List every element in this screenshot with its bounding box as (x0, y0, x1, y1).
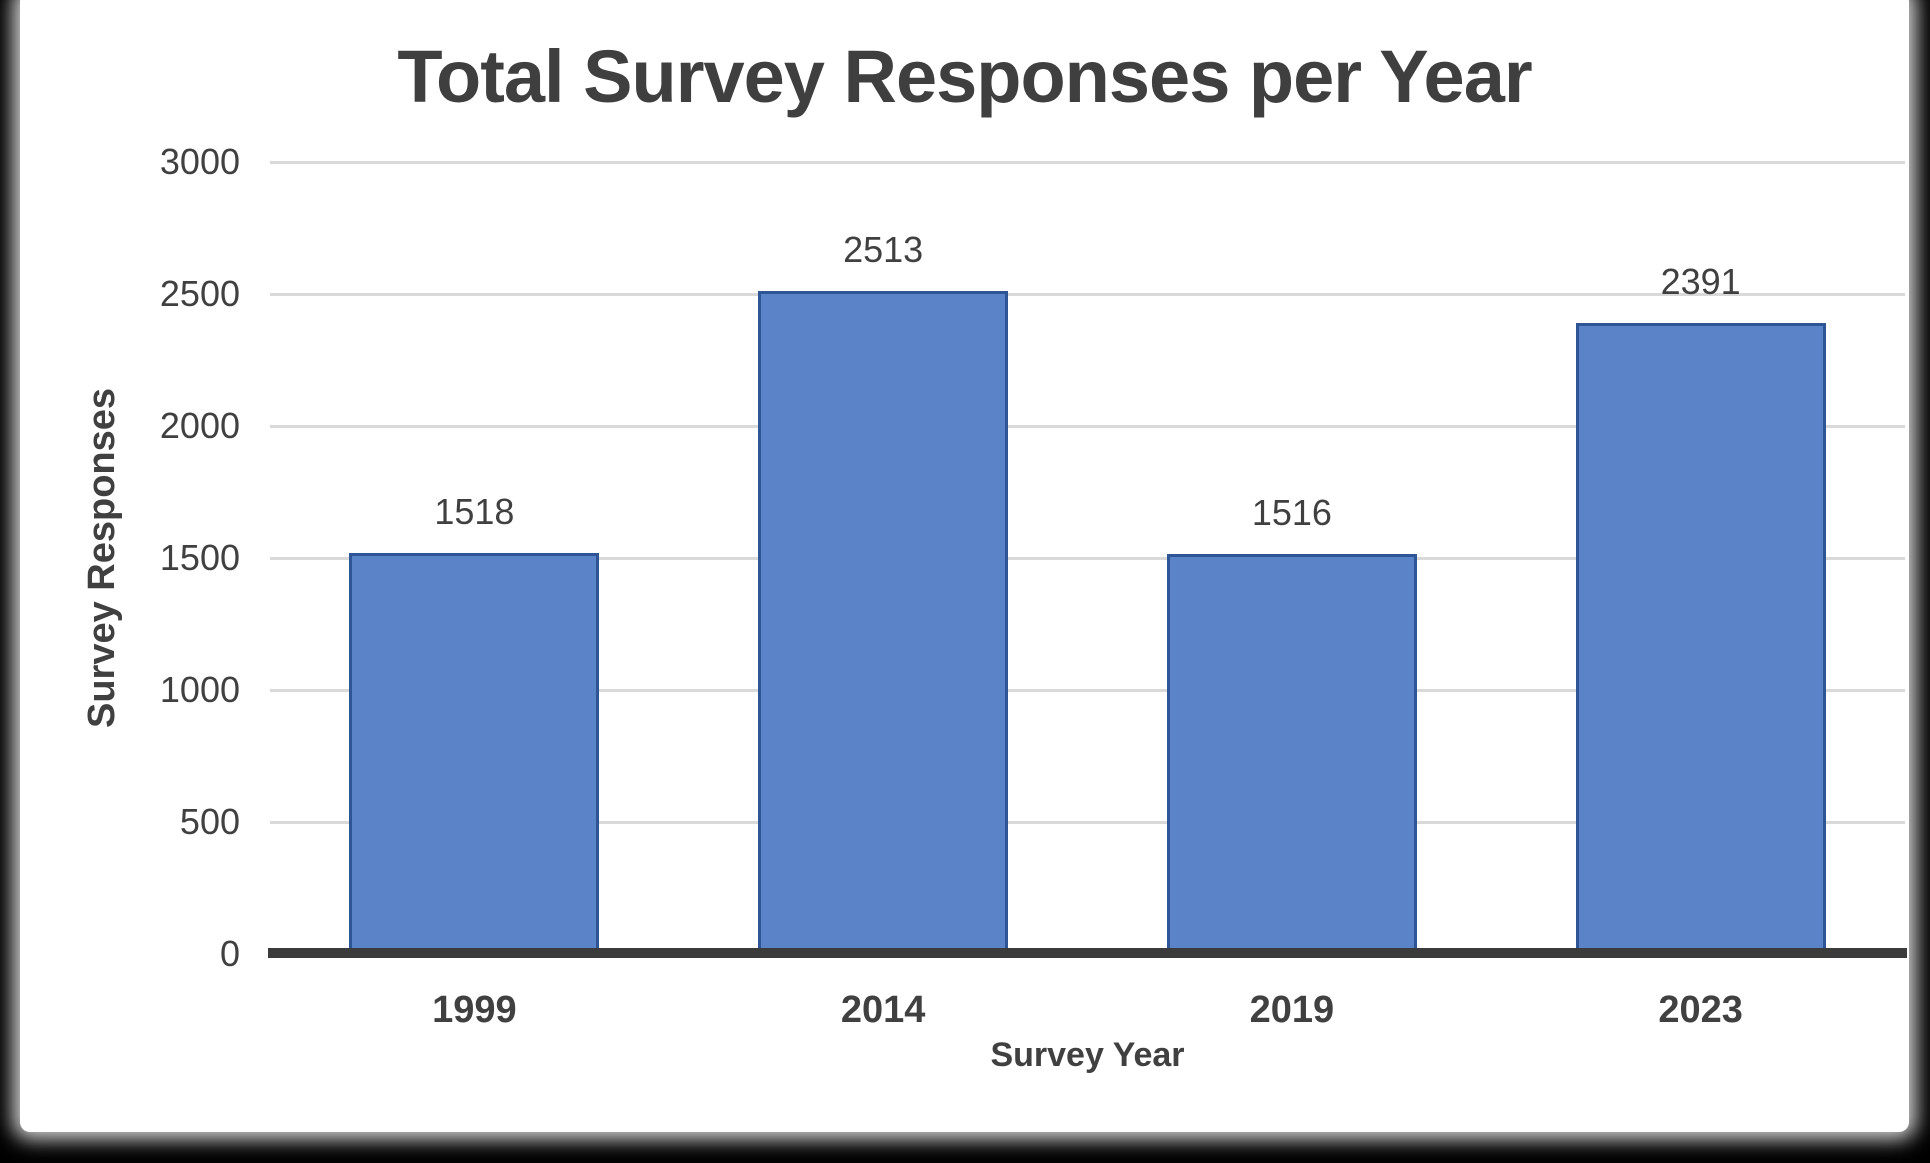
gridline (270, 161, 1905, 164)
x-tick-label: 2023 (1658, 989, 1743, 1031)
y-tick-label: 1500 (159, 537, 240, 578)
gridline (270, 557, 1905, 560)
x-axis-line (268, 948, 1907, 958)
gridline (270, 425, 1905, 428)
bar-1999 (349, 553, 600, 954)
x-axis-title: Survey Year (990, 1036, 1185, 1074)
bar-2014 (758, 290, 1009, 954)
bar-2019 (1166, 553, 1417, 954)
y-tick-label: 500 (179, 801, 240, 842)
y-tick-label: 1000 (159, 669, 240, 710)
bar-value-label: 1518 (434, 491, 515, 533)
gridline (270, 293, 1905, 296)
y-tick-label: 2000 (159, 405, 240, 446)
chart-title: Total Survey Responses per Year (397, 35, 1532, 118)
y-tick-label: 3000 (159, 141, 240, 182)
bar-2023 (1575, 322, 1826, 954)
plot-area: 1518 2513 1516 2391 (270, 161, 1905, 954)
gridline (270, 821, 1905, 824)
x-tick-label: 2014 (840, 989, 926, 1031)
bar-value-label: 2513 (843, 228, 924, 270)
y-tick-label: 0 (219, 933, 240, 974)
bar-value-label: 2391 (1660, 260, 1741, 302)
y-tick-label: 2500 (159, 273, 240, 314)
bar-value-label: 1516 (1251, 491, 1332, 533)
x-tick-label: 2019 (1249, 989, 1335, 1031)
gridline (270, 689, 1905, 692)
x-tick-label: 1999 (432, 989, 517, 1031)
